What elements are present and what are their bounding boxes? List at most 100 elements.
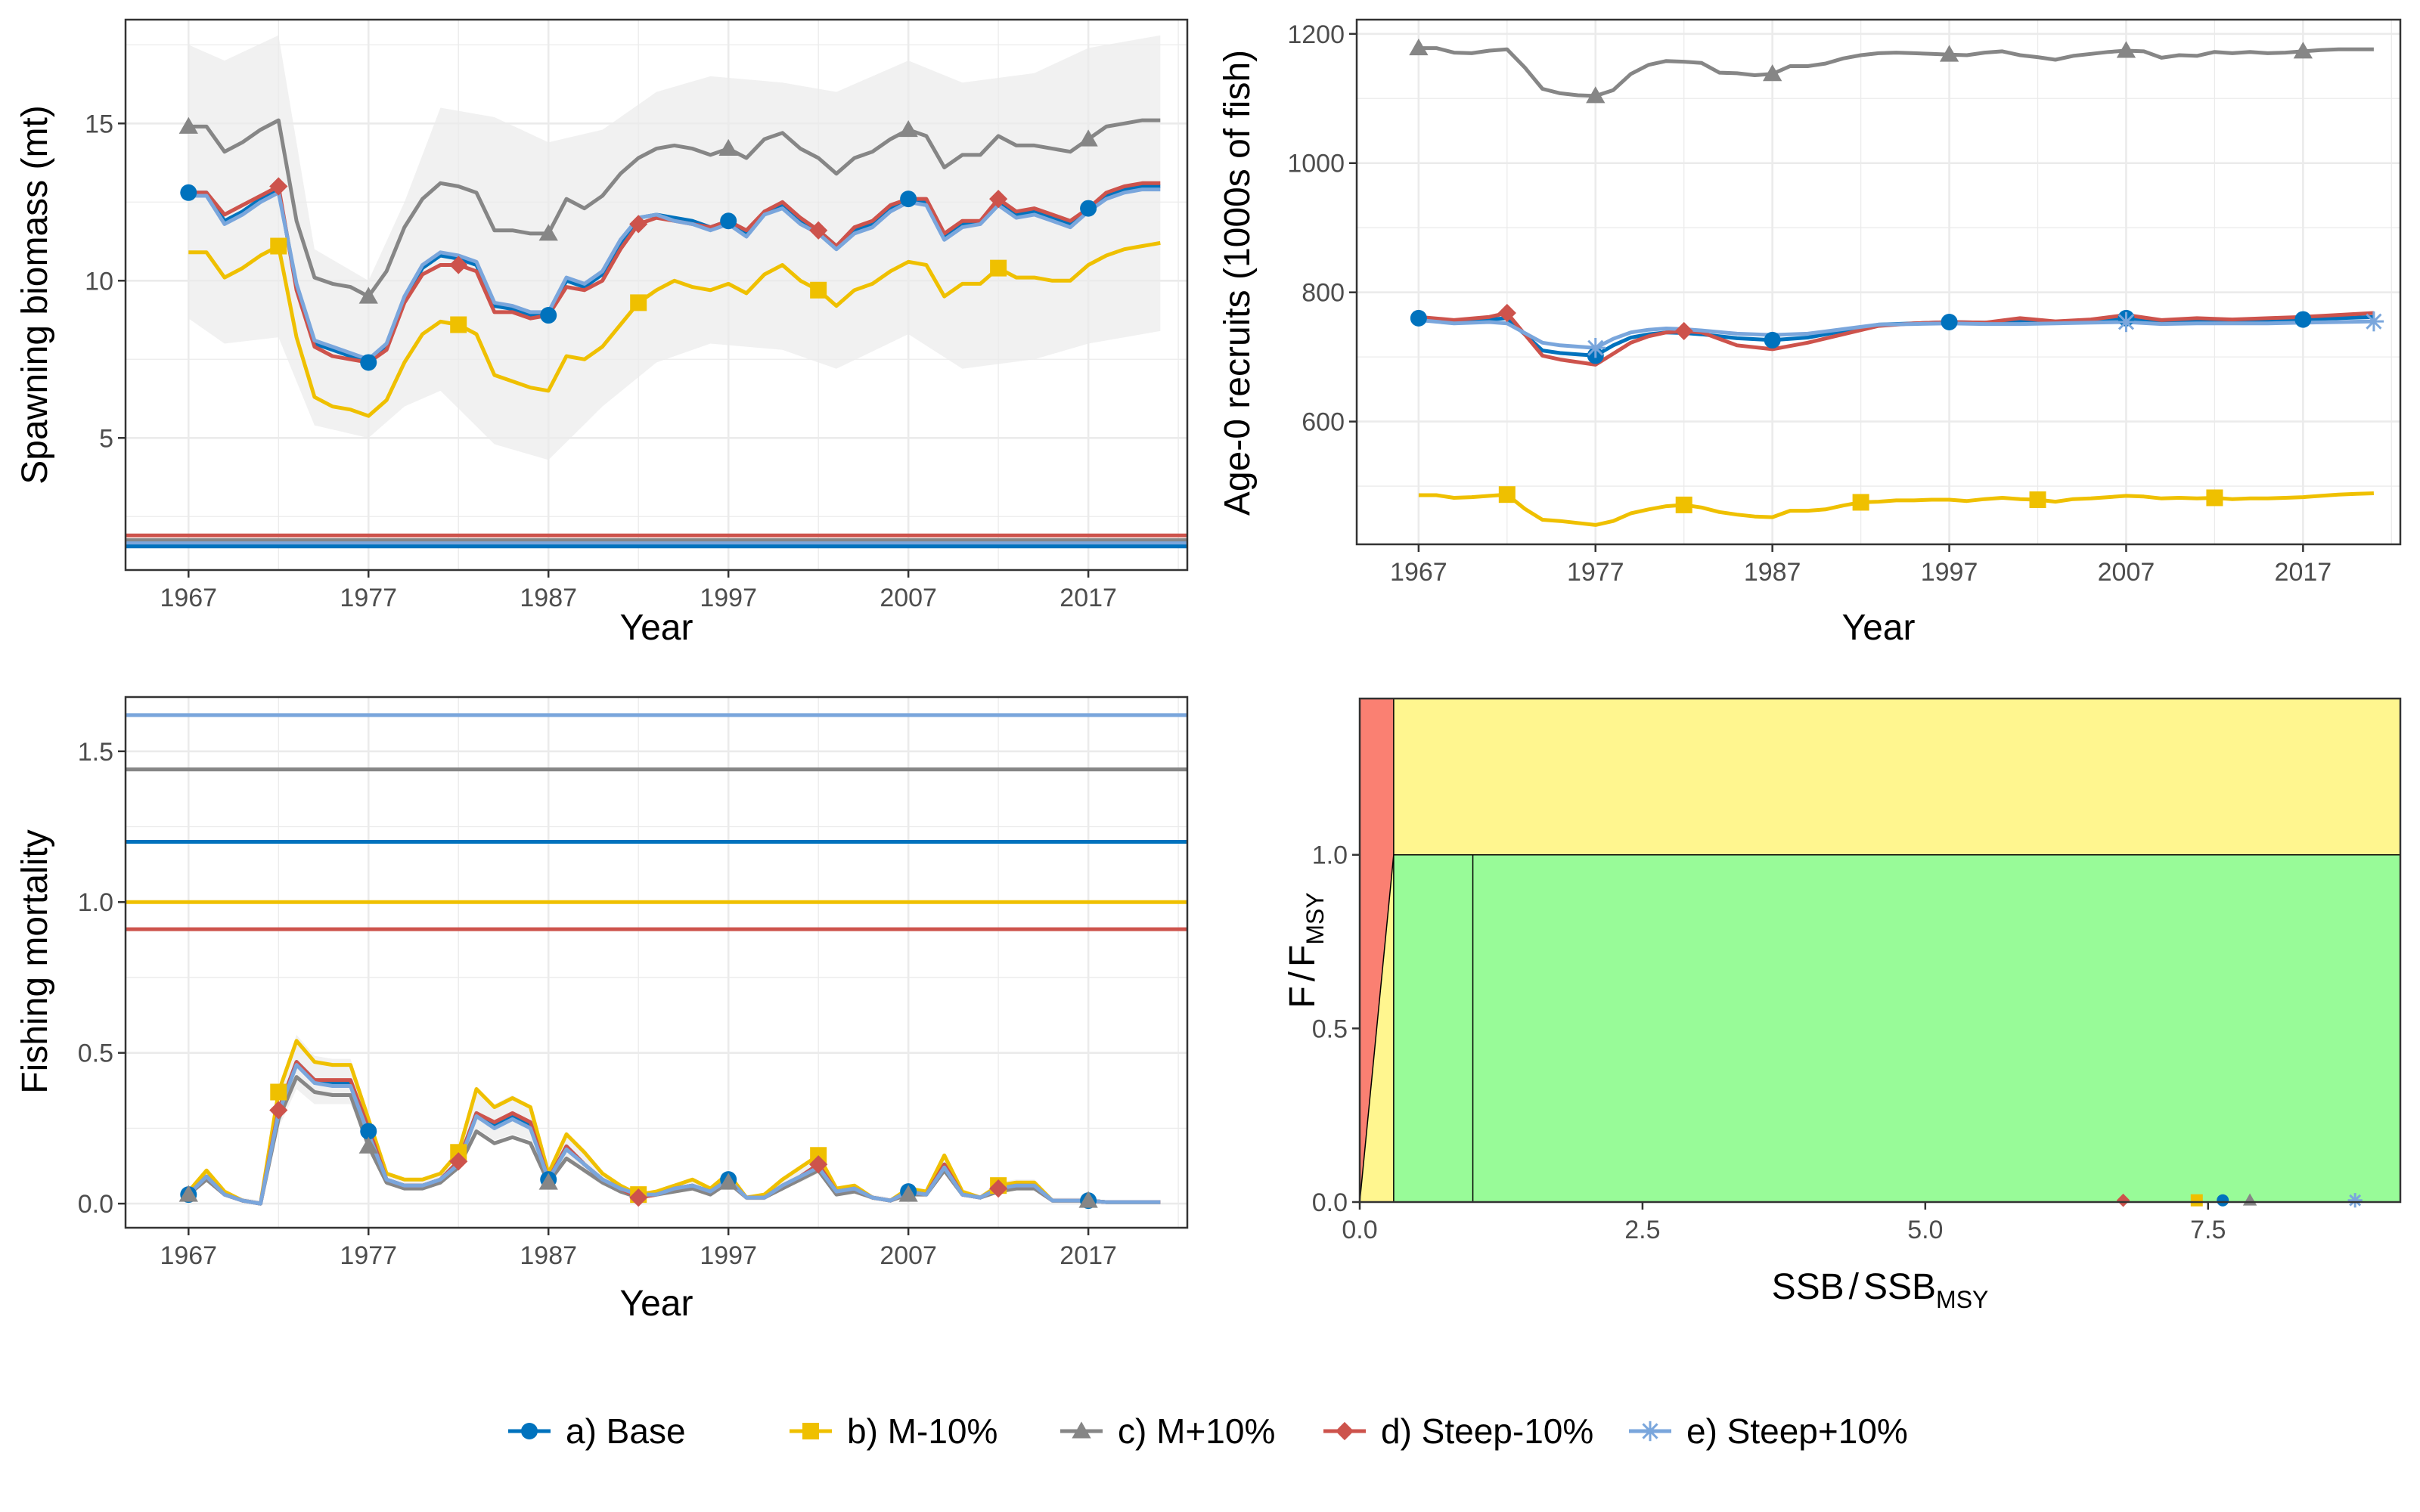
recruits-marker-steep_minus [1497, 303, 1516, 323]
legend-item-m_minus: b) M-10% [790, 1411, 997, 1451]
kobe-point-m_minus [2190, 1194, 2203, 1207]
recruits-series-lines [1418, 46, 2375, 527]
ssb-y-tick-label: 5 [99, 424, 113, 453]
recruits-marker-steep_minus [1674, 321, 1693, 341]
recruits-line-steep_plus [1418, 318, 2374, 350]
ssb-x-tick-label: 1987 [520, 584, 577, 612]
legend-label-m_minus: b) M-10% [847, 1411, 997, 1451]
recruits-marker-steep_plus [2116, 311, 2136, 333]
fmort-marker-m_plus [538, 1173, 558, 1190]
legend-item-steep_minus: d) Steep-10% [1323, 1411, 1593, 1451]
recruits-x-tick-label: 1967 [1390, 558, 1447, 587]
recruits-marker-m_minus [1852, 494, 1869, 511]
ssb-y-tick-label: 10 [85, 267, 113, 296]
kobe-status-zones [1359, 699, 2400, 1203]
recruits-plot-background [1357, 20, 2400, 544]
ssb-marker-base [540, 307, 557, 324]
recruits-marker-base [1410, 309, 1427, 327]
ssb-reference-lines [126, 533, 1187, 549]
kobe-x-title-denom: SSB [1863, 1267, 1936, 1307]
ssb-marker-base [900, 191, 917, 208]
recruits-marker-base [1941, 313, 1958, 330]
kobe-y-title-main: F [1283, 986, 1323, 1008]
recruits-x-tick-label: 1977 [1567, 558, 1624, 587]
recruits-series-markers [1409, 38, 2384, 513]
ssb-marker-steep_minus [629, 215, 648, 234]
legend-item-base: a) Base [508, 1411, 686, 1451]
fmort-y-axis-title: Fishing mortality [15, 829, 55, 1093]
kobe-y-tick-label: 1.0 [1312, 841, 1348, 870]
fmort-y-tick-label: 1.5 [78, 738, 113, 767]
fmort-marker-steep_minus [449, 1152, 468, 1171]
fmort-y-tick-label: 0.5 [78, 1040, 113, 1068]
kobe-y-tick-label: 0.5 [1312, 1015, 1348, 1043]
recruits-x-ticks: 1967 1977 1987 1997 2007 2017 [1390, 544, 2332, 587]
recruits-y-tick-label: 1200 [1287, 20, 1345, 49]
ssb-x-ticks: 1967 1977 1987 1997 2007 2017 [160, 570, 1117, 612]
kobe-y-ticks: 0.0 0.5 1.0 [1312, 841, 1360, 1217]
recruits-line-m_plus [1418, 46, 2374, 98]
recruits-line-base [1418, 314, 2374, 358]
fmort-marker-m_plus [358, 1136, 378, 1154]
fmort-y-ticks: 0.0 0.5 1.0 1.5 [78, 738, 126, 1219]
ssb-x-tick-label: 1977 [340, 584, 397, 612]
legend: a) Base b) M-10% c) M+10% d) Steep-10% e) St… [508, 1411, 1908, 1451]
recruits-marker-steep_plus [1585, 337, 1606, 358]
recruits-marker-m_minus [2029, 491, 2046, 509]
fmort-x-tick-label: 1987 [520, 1241, 577, 1270]
ssb-marker-m_minus [630, 294, 647, 311]
recruits-x-tick-label: 2017 [2275, 558, 2332, 587]
kobe-y-axis-title: F/FMSY [1283, 892, 1329, 1008]
fmort-marker-m_plus [718, 1173, 738, 1190]
legend-item-steep_plus: e) Steep+10% [1629, 1411, 1908, 1451]
ssb-marker-m_minus [810, 281, 827, 299]
ssb-line-m_plus [188, 118, 1161, 299]
ssb-x-tick-label: 2007 [880, 584, 937, 612]
fmort-panel: 1967 1977 1987 1997 2007 2017 0.0 0.5 1.0 1.5 Ye… [15, 696, 1189, 1324]
ssb-marker-m_minus [270, 237, 287, 255]
ssb-marker-m_minus [990, 259, 1007, 277]
recruits-marker-m_minus [1498, 486, 1516, 503]
ssb-marker-m_plus [358, 287, 378, 304]
recruits-marker-m_plus [1763, 64, 1782, 82]
legend-label-steep_plus: e) Steep+10% [1686, 1411, 1908, 1451]
legend-label-steep_minus: d) Steep-10% [1381, 1411, 1593, 1451]
fmort-x-axis-title: Year [620, 1284, 693, 1324]
legend-label-base: a) Base [566, 1411, 686, 1451]
kobe-x-ticks: 0.0 2.5 5.0 7.5 [1342, 1202, 2226, 1244]
ssb-marker-m_plus [718, 138, 738, 156]
fmort-marker-m_plus [1078, 1191, 1098, 1208]
recruits-marker-base [1764, 331, 1781, 349]
fmort-x-tick-label: 1977 [340, 1241, 397, 1270]
recruits-marker-m_plus [1409, 38, 1429, 56]
kobe-hcr-ramp [1359, 854, 1395, 1203]
fmort-x-tick-label: 1997 [700, 1241, 757, 1270]
ssb-y-tick-label: 15 [85, 110, 113, 138]
fmort-plot-border [124, 696, 1189, 1229]
fmort-x-ticks: 1967 1977 1987 1997 2007 2017 [160, 1228, 1117, 1270]
ssb-marker-base [180, 184, 197, 201]
ssb-marker-m_minus [450, 316, 467, 333]
ssb-panel: 1967 1977 1987 1997 2007 2017 5 10 15 Year Spaw… [15, 18, 1189, 648]
ssb-marker-steep_minus [449, 256, 468, 274]
kobe-y-title-sub: MSY [1302, 892, 1329, 944]
kobe-y-title-sep: / [1283, 971, 1323, 981]
recruits-y-ticks: 600 800 1000 1200 [1287, 20, 1357, 437]
legend-marker-m_minus [802, 1423, 819, 1439]
ssb-confidence-band [188, 35, 1161, 460]
kobe-y-tick-label: 0.0 [1312, 1188, 1348, 1217]
recruits-marker-base [2294, 311, 2312, 328]
fmort-x-tick-label: 2007 [880, 1241, 937, 1270]
legend-label-m_plus: c) M+10% [1118, 1411, 1275, 1451]
kobe-green-zone [1393, 854, 2400, 1202]
ssb-x-tick-label: 1997 [700, 584, 757, 612]
recruits-y-axis-title: Age-0 recruits (1000s of fish) [1218, 50, 1258, 516]
recruits-x-tick-label: 2007 [2098, 558, 2155, 587]
kobe-x-tick-label: 5.0 [1907, 1216, 1943, 1244]
kobe-x-title-main: SSB [1772, 1267, 1844, 1307]
kobe-x-tick-label: 0.0 [1342, 1216, 1377, 1244]
kobe-point-steep_minus [2116, 1193, 2130, 1207]
ssb-marker-steep_minus [809, 221, 828, 240]
fmort-reference-lines [126, 713, 1187, 931]
recruits-plot-border [1355, 18, 2402, 546]
